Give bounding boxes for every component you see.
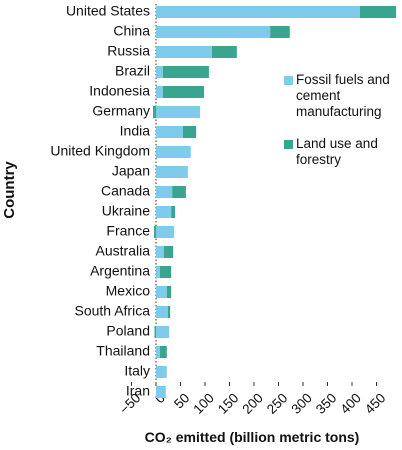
bar-segment [156, 126, 183, 138]
bar-segment [156, 6, 360, 18]
bar-segment [156, 346, 160, 358]
bar-segment [270, 26, 290, 38]
bar-segment [167, 306, 171, 318]
legend-swatch [284, 76, 293, 85]
bar-segment [156, 26, 271, 38]
y-tick-label: Thailand [96, 343, 150, 359]
y-tick-label: Mexico [106, 283, 151, 299]
bar-segment [359, 6, 397, 18]
x-tick-label: 400 [337, 390, 364, 417]
y-tick-label: Indonesia [89, 83, 150, 99]
x-tick-label: 150 [215, 390, 242, 417]
x-tick-label: 350 [313, 390, 340, 417]
bar-segment [156, 46, 212, 58]
bar-segment [156, 226, 175, 238]
y-tick-label: Ukraine [102, 203, 150, 219]
y-tick-label: Japan [112, 163, 150, 179]
bar-segment [163, 246, 174, 258]
bar-segment [156, 186, 173, 198]
x-tick-label: 300 [288, 390, 315, 417]
y-tick-label: Iran [126, 383, 150, 399]
bar-segment [159, 266, 172, 278]
bar-segment [156, 266, 160, 278]
bar-segment [156, 286, 167, 298]
bar-segment [156, 146, 191, 158]
bar-segment [171, 206, 176, 218]
bar-segment [156, 366, 167, 378]
bar-segment [156, 326, 170, 338]
y-tick-label: China [113, 23, 150, 39]
y-tick-label: Russia [107, 43, 150, 59]
bar-segment [156, 306, 168, 318]
legend-label: Fossil fuels and cement manufacturing [296, 72, 390, 119]
y-tick-label: Canada [101, 183, 150, 199]
x-tick-label: 50 [171, 390, 192, 411]
bar-segment [153, 106, 156, 118]
x-tick-label: 450 [362, 390, 389, 417]
bar-segment [166, 286, 172, 298]
bar-segment [182, 126, 197, 138]
bar-segment [154, 226, 156, 238]
bar-segment [172, 186, 186, 198]
y-tick-label: Brazil [115, 63, 150, 79]
bar-segment [156, 206, 172, 218]
legend-swatch [284, 140, 293, 149]
bar-segment [156, 66, 163, 78]
y-tick-label: Poland [106, 323, 150, 339]
bar-segment [156, 106, 201, 118]
y-tick-label: Germany [92, 103, 150, 119]
legend-label: Land use and forestry [296, 136, 378, 167]
x-tick-label: 250 [264, 390, 291, 417]
bar-segment [159, 346, 167, 358]
bar-segment [162, 66, 209, 78]
y-tick-label: South Africa [75, 303, 151, 319]
y-tick-label: Italy [124, 363, 150, 379]
y-tick-label: Australia [96, 243, 151, 259]
x-tick-label: 200 [239, 390, 266, 417]
bar-segment [156, 386, 166, 398]
x-tick-label: 100 [190, 390, 217, 417]
y-tick-label: India [120, 123, 151, 139]
bar-segment [162, 86, 205, 98]
bar-segment [211, 46, 237, 58]
y-tick-label: United Kingdom [50, 143, 150, 159]
bar-segment [156, 246, 164, 258]
bar-segment [156, 86, 163, 98]
bar-segment [156, 166, 188, 178]
x-axis-title: CO₂ emitted (billion metric tons) [145, 429, 360, 445]
y-tick-label: Argentina [90, 263, 150, 279]
y-axis-title: Country [1, 161, 18, 219]
bar-segment [154, 326, 156, 338]
y-tick-label: United States [66, 3, 150, 19]
y-tick-label: France [106, 223, 150, 239]
